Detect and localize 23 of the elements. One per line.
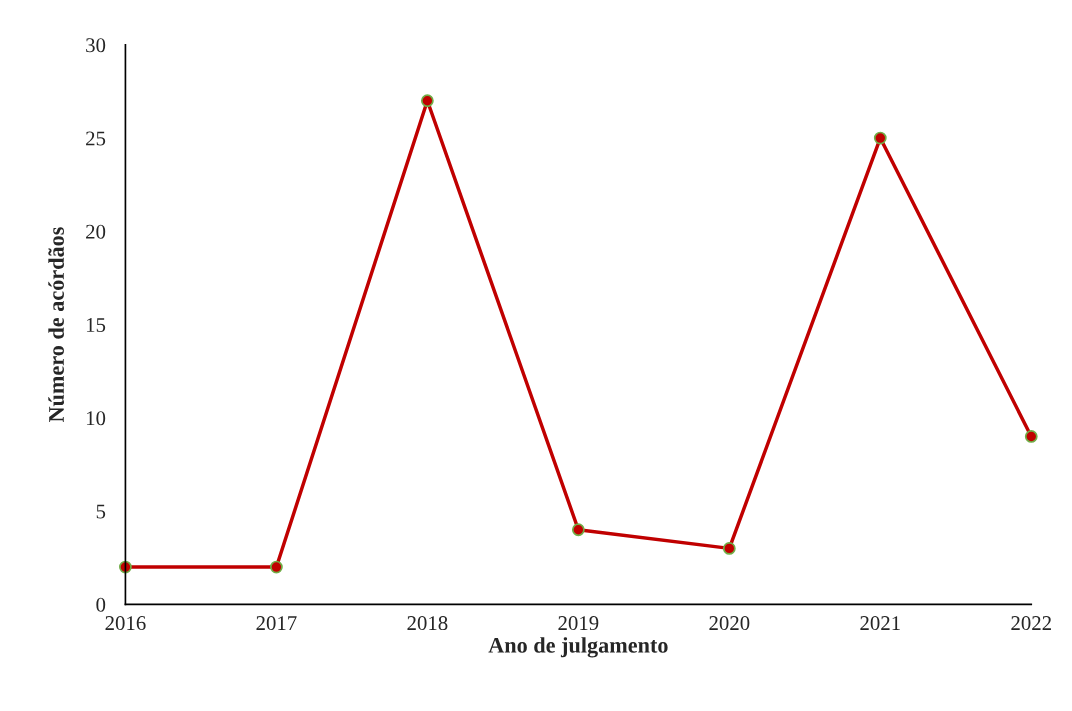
point bbox=[571, 523, 585, 537]
y-tick-label: 30 bbox=[86, 38, 106, 53]
y-axis-title: Número de acórdãos bbox=[48, 227, 65, 423]
y-tick-label: 5 bbox=[96, 504, 106, 519]
x-tick-label: 2018 bbox=[407, 616, 448, 631]
point bbox=[873, 131, 887, 145]
x-tick-label: 2016 bbox=[105, 616, 146, 631]
x-tick-label: 2017 bbox=[256, 616, 297, 631]
point bbox=[1024, 430, 1038, 443]
point bbox=[119, 560, 132, 574]
x-tick-label: 2021 bbox=[860, 616, 900, 631]
y-tick-label: 25 bbox=[86, 131, 106, 146]
y-tick-label: 15 bbox=[86, 318, 106, 332]
y-tick-label: 20 bbox=[86, 224, 106, 239]
x-tick-label: 2022 bbox=[1011, 616, 1051, 631]
y-tick-label: 0 bbox=[96, 597, 106, 612]
x-tick-label: 2019 bbox=[558, 616, 599, 631]
point bbox=[722, 542, 736, 555]
point bbox=[270, 560, 283, 574]
point bbox=[420, 94, 434, 108]
x-tick-label: 2020 bbox=[709, 616, 750, 631]
x-axis-title: Ano de julgamento bbox=[488, 637, 668, 658]
y-tick-label: 10 bbox=[86, 411, 106, 426]
